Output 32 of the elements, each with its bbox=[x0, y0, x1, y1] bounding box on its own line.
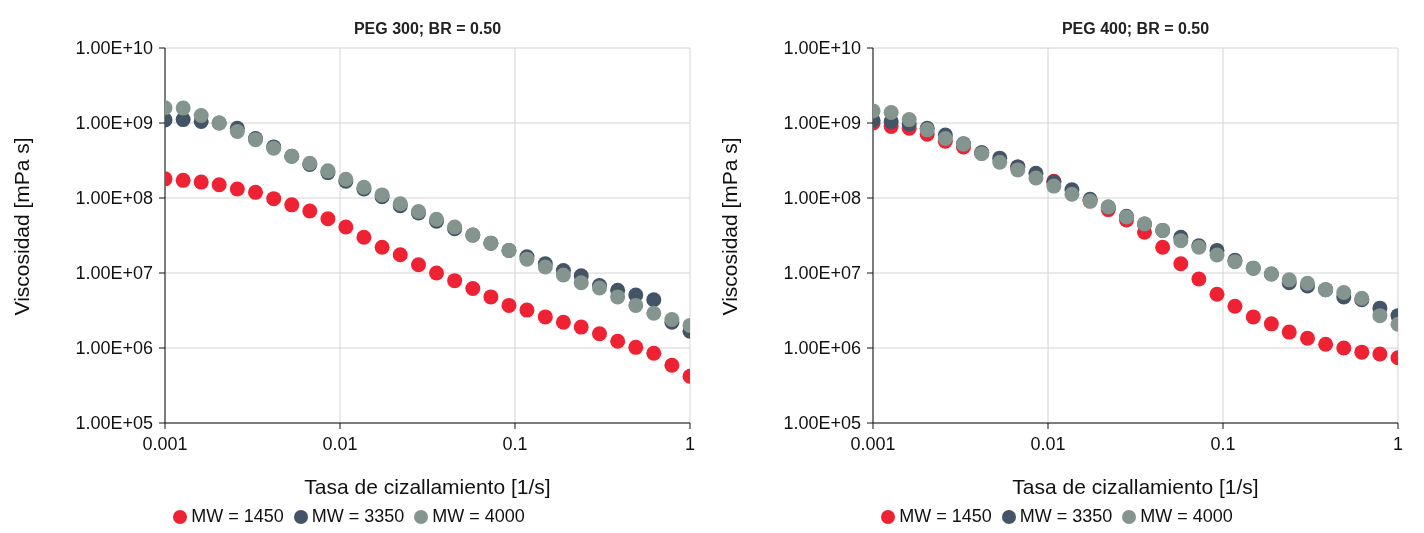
x-tick-label: 0.001 bbox=[142, 433, 188, 454]
legend-label: MW = 4000 bbox=[432, 506, 525, 526]
y-tick-label: 1.00E+06 bbox=[783, 338, 861, 359]
y-tick-label: 1.00E+07 bbox=[783, 263, 861, 284]
legend-label: MW = 1450 bbox=[191, 506, 284, 526]
chart-title: PEG 400; BR = 0.50 bbox=[1060, 20, 1211, 38]
y-tick-label: 1.00E+08 bbox=[75, 188, 153, 209]
y-tick-label: 1.00E+05 bbox=[75, 413, 153, 434]
x-tick-label: 0.001 bbox=[850, 433, 896, 454]
x-axis-title: Tasa de cizallamiento [1/s] bbox=[1012, 475, 1259, 498]
x-tick-label: 0.1 bbox=[502, 433, 528, 454]
y-tick-label: 1.00E+08 bbox=[783, 188, 861, 209]
x-tick-label: 1 bbox=[684, 433, 696, 454]
legend-label: MW = 3350 bbox=[1019, 506, 1113, 526]
y-tick-label: 1.00E+10 bbox=[783, 38, 861, 59]
y-tick-label: 1.00E+05 bbox=[783, 413, 861, 434]
y-axis-title: Viscosidad [mPa s] bbox=[10, 137, 34, 316]
legend-label: MW = 4000 bbox=[1140, 506, 1233, 526]
legend-label: MW = 1450 bbox=[899, 506, 992, 526]
y-tick-label: 1.00E+09 bbox=[783, 113, 861, 134]
x-tick-label: 0.1 bbox=[1210, 433, 1236, 454]
x-tick-label: 0.01 bbox=[322, 433, 358, 454]
y-axis-title: Viscosidad [mPa s] bbox=[718, 137, 742, 316]
chart-title: PEG 300; BR = 0.50 bbox=[352, 20, 503, 38]
legend-label: MW = 3350 bbox=[311, 506, 405, 526]
y-tick-label: 1.00E+09 bbox=[75, 113, 153, 134]
x-tick-label: 0.01 bbox=[1030, 433, 1066, 454]
x-tick-label: 1 bbox=[1392, 433, 1404, 454]
y-tick-label: 1.00E+07 bbox=[75, 263, 153, 284]
x-axis-title: Tasa de cizallamiento [1/s] bbox=[304, 475, 551, 498]
y-tick-label: 1.00E+06 bbox=[75, 338, 153, 359]
y-tick-label: 1.00E+10 bbox=[75, 38, 153, 59]
